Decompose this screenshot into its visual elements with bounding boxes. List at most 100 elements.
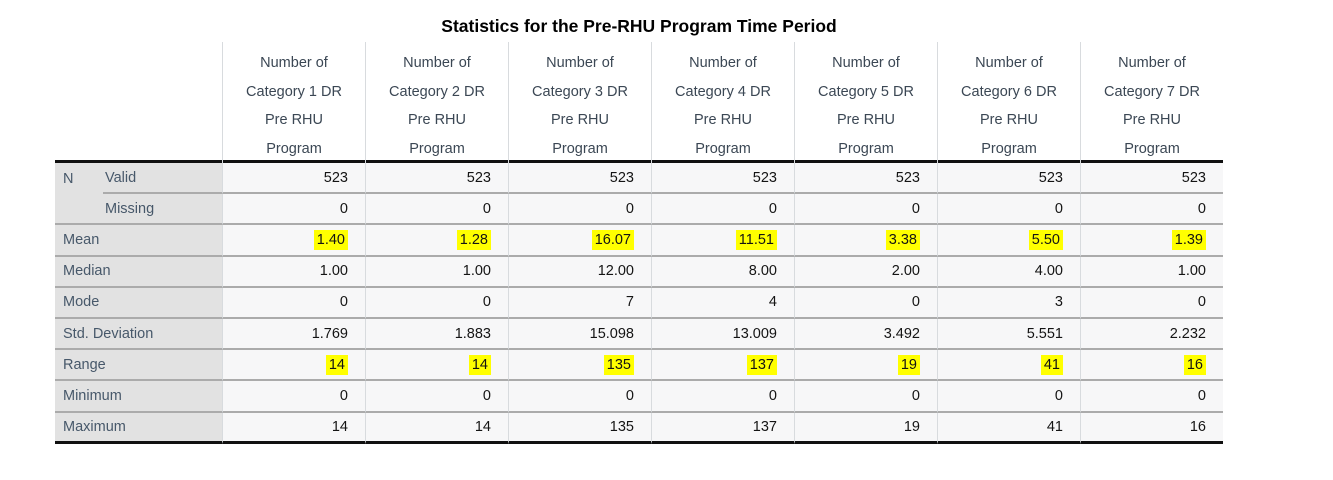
stat-value: 0 [339,200,348,217]
stat-cell: 0 [794,194,937,226]
stat-value: 0 [482,294,491,311]
stat-value: 19 [897,354,920,375]
stat-cell: 7 [508,287,651,319]
stat-cell: 8.00 [651,256,794,288]
column-header-line: Program [266,140,322,157]
stat-value: 0 [1054,387,1063,404]
column-header-line: Category 7 DR [1104,83,1200,100]
row-label-minimum: Minimum [55,381,222,413]
stat-cell: 0 [1080,194,1223,226]
table-row-median: Median 1.00 1.00 12.00 8.00 2.00 4.00 1.… [55,256,1223,288]
stat-value: 0 [911,387,920,404]
column-header-5: Number of Category 5 DR Pre RHU Program [794,42,937,163]
stat-value: 0 [625,200,634,217]
column-header-line: Category 6 DR [961,83,1057,100]
column-header-line: Number of [546,55,614,71]
stat-cell: 15.098 [508,318,651,351]
row-label-mode: Mode [55,287,222,319]
row-label-n: N [55,163,103,195]
stat-cell: 3 [937,287,1080,319]
stat-value: 0 [482,387,491,404]
stat-cell: 0 [1080,381,1223,413]
column-header-line: Category 1 DR [246,83,342,100]
stat-cell: 16 [1080,350,1223,382]
stat-cell: 0 [1080,287,1223,319]
stat-value: 1.883 [454,325,491,342]
stat-value: 2.232 [1169,325,1206,342]
table-row-range: Range 14 14 135 137 19 41 16 [55,350,1223,382]
column-header-line: Number of [260,55,328,71]
column-header-line: Number of [403,55,471,71]
stat-value: 7 [625,294,634,311]
statistics-table: Statistics for the Pre-RHU Program Time … [55,14,1223,444]
stat-cell: 523 [794,163,937,195]
stat-cell: 0 [651,381,794,413]
stat-value: 14 [325,354,348,375]
stat-value: 135 [609,418,634,435]
column-header-line: Pre RHU [407,112,466,128]
stat-value: 135 [603,354,634,375]
stat-value: 1.28 [456,229,491,250]
stat-value: 4.00 [1034,263,1063,280]
column-header-line: Number of [1118,55,1186,71]
stat-cell: 0 [222,194,365,226]
column-header-line: Category 2 DR [389,83,485,100]
stat-cell: 1.39 [1080,225,1223,257]
column-header-line: Category 3 DR [532,83,628,100]
stat-value: 1.00 [319,263,348,280]
stat-value: 13.009 [732,325,777,342]
stat-value: 0 [1197,387,1206,404]
stat-cell: 0 [937,194,1080,226]
column-header-4: Number of Category 4 DR Pre RHU Program [651,42,794,163]
stat-cell: 0 [222,381,365,413]
column-header-line: Number of [832,55,900,71]
table-row-n-valid: N Valid 523 523 523 523 523 523 523 [55,163,1223,195]
stat-cell: 16 [1080,412,1223,444]
stat-value: 523 [1038,169,1063,186]
table-row-mean: Mean 1.40 1.28 16.07 11.51 3.38 5.50 1.3… [55,225,1223,257]
stat-value: 1.00 [462,263,491,280]
row-sublabel-valid: Valid [103,163,222,195]
column-header-line: Pre RHU [836,112,895,128]
stat-value: 1.00 [1177,263,1206,280]
column-header-line: Category 4 DR [675,83,771,100]
stat-cell: 14 [222,412,365,444]
stat-value: 14 [474,418,491,435]
column-header-6: Number of Category 6 DR Pre RHU Program [937,42,1080,163]
stat-cell: 3.38 [794,225,937,257]
stat-value: 15.098 [589,325,634,342]
table-row-maximum: Maximum 14 14 135 137 19 41 16 [55,412,1223,444]
stat-cell: 0 [222,287,365,319]
stat-value: 8.00 [748,263,777,280]
stat-value: 16.07 [591,229,634,250]
column-header-line: Program [409,140,465,157]
stat-value: 0 [911,200,920,217]
column-header-line: Program [552,140,608,157]
row-label-maximum: Maximum [55,412,222,444]
stat-value: 0 [911,294,920,311]
stat-value: 523 [1181,169,1206,186]
stat-value: 19 [903,418,920,435]
stat-value: 0 [339,294,348,311]
stat-value: 523 [466,169,491,186]
stat-value: 41 [1046,418,1063,435]
table-header-row: Number of Category 1 DR Pre RHU Program … [55,42,1223,163]
stat-cell: 0 [508,194,651,226]
stat-value: 0 [768,200,777,217]
column-header-2: Number of Category 2 DR Pre RHU Program [365,42,508,163]
stat-value: 0 [1197,294,1206,311]
column-header-line: Pre RHU [1122,112,1181,128]
stat-cell: 5.551 [937,318,1080,351]
stat-cell: 1.883 [365,318,508,351]
stat-cell: 2.00 [794,256,937,288]
stat-value: 523 [609,169,634,186]
stat-cell: 523 [1080,163,1223,195]
stat-value: 11.51 [735,229,777,250]
table-title: Statistics for the Pre-RHU Program Time … [441,16,837,36]
stat-cell: 41 [937,412,1080,444]
stat-cell: 0 [651,194,794,226]
table-row-mode: Mode 0 0 7 4 0 3 0 [55,287,1223,319]
column-header-line: Program [838,140,894,157]
stat-cell: 5.50 [937,225,1080,257]
stat-cell: 0 [937,381,1080,413]
